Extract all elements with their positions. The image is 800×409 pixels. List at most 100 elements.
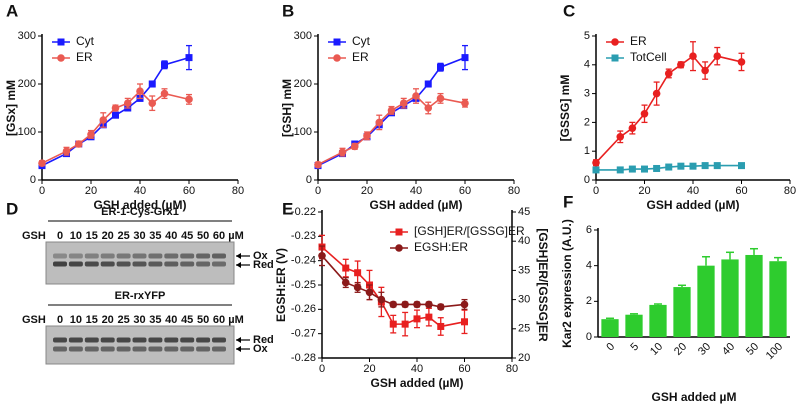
marker [424, 80, 432, 88]
lane-label: 60 [213, 314, 225, 326]
marker [413, 315, 421, 323]
gel-band [180, 346, 195, 352]
marker [689, 162, 697, 170]
marker [389, 320, 397, 328]
legend-label: Cyt [352, 34, 371, 48]
y2-tick-label: 45 [518, 206, 530, 218]
y-axis-title: [GSSG] mM [558, 75, 572, 142]
x-tick-label: 40 [134, 185, 146, 197]
marker [377, 295, 386, 304]
x-tick-label: 20 [672, 341, 689, 358]
marker [342, 264, 350, 272]
marker [365, 288, 374, 297]
unit-label: µM [228, 314, 244, 326]
y-tick-label: 300 [294, 30, 312, 42]
legend-label: ER [76, 50, 93, 64]
marker [436, 303, 445, 311]
blot-title: ER-1-Cys-Grx1 [101, 206, 179, 218]
bar [721, 259, 739, 337]
gel-band [164, 253, 179, 259]
band-label: Ox [253, 343, 269, 355]
panel-letter: D [6, 199, 18, 218]
marker [401, 320, 409, 328]
marker [318, 252, 326, 260]
x-tick-label: 30 [696, 341, 713, 358]
y-axis-title: [GSx] mM [4, 80, 18, 136]
marker [737, 58, 746, 66]
marker [111, 104, 120, 112]
y-tick-label: 2 [584, 116, 590, 128]
gel-band [100, 253, 115, 259]
gel-band [116, 337, 131, 343]
marker [161, 61, 168, 69]
y2-tick-label: 30 [518, 294, 530, 306]
x-tick-label: 80 [232, 185, 244, 197]
y-tick-label: 100 [18, 126, 36, 138]
marker [314, 160, 322, 169]
gel-band [84, 337, 99, 343]
y-tick-label: -0.27 [291, 328, 316, 340]
panel-letter: A [6, 1, 18, 20]
marker [389, 300, 398, 309]
marker [99, 116, 108, 124]
lane-label: 30 [133, 314, 145, 326]
marker [616, 133, 625, 141]
gel-band [132, 261, 147, 267]
y-tick-label: 0 [306, 174, 312, 186]
gel-band [68, 337, 83, 343]
marker [616, 166, 624, 174]
gel-band [84, 261, 99, 267]
arrow-head [236, 262, 241, 268]
marker [363, 132, 371, 140]
marker [74, 140, 83, 148]
gel-band [148, 337, 163, 343]
gel-band [116, 261, 131, 267]
x-tick-label: 0 [39, 185, 45, 197]
row-label: GSH [22, 230, 46, 242]
gel-band [53, 253, 67, 259]
y-tick-label: 2 [586, 295, 592, 307]
marker [112, 111, 119, 119]
gel-band [164, 337, 179, 343]
x-tick-label: 0 [593, 185, 599, 197]
marker [461, 99, 469, 107]
x-axis-title: GSH added (µM) [94, 198, 187, 212]
unit-label: µM [228, 230, 244, 242]
gel-band [212, 346, 226, 352]
x-tick-label: 20 [638, 185, 650, 197]
y-tick-label: 0 [30, 174, 36, 186]
legend-label: EGSH:ER [414, 240, 468, 254]
y-tick-label: 5 [584, 30, 590, 42]
y-tick-label: 4 [586, 260, 592, 272]
gel-band [100, 261, 115, 267]
legend-label: [GSH]ER/[GSSG]ER [414, 224, 525, 238]
panel-letter: C [563, 1, 575, 20]
marker [338, 148, 347, 156]
y2-tick-label: 40 [518, 235, 530, 247]
bar [745, 254, 763, 337]
lane-label: 35 [149, 314, 161, 326]
x-tick-label: 80 [508, 185, 520, 197]
y-tick-label: 300 [18, 30, 36, 42]
x-tick-label: 60 [735, 185, 747, 197]
lane-label: 20 [102, 314, 114, 326]
marker [424, 104, 433, 112]
band-label: Ox [253, 250, 269, 262]
x-tick-label: 20 [363, 363, 375, 375]
marker [592, 166, 600, 174]
x-axis-title: GSH added (µM) [371, 376, 464, 390]
y-axis-title: Kar2 expression (A.U.) [560, 219, 574, 348]
marker [341, 278, 350, 287]
lane-label: 40 [165, 230, 177, 242]
marker [713, 52, 722, 60]
y-tick-label: 6 [586, 224, 592, 236]
gel-band [100, 337, 115, 343]
gel-band [132, 346, 147, 352]
x-axis-title: GSH added µM [652, 390, 737, 404]
legend-marker [333, 38, 341, 46]
legend-marker [57, 38, 65, 46]
y-tick-label: -0.25 [291, 279, 316, 291]
y2-tick-label: 25 [518, 323, 530, 335]
